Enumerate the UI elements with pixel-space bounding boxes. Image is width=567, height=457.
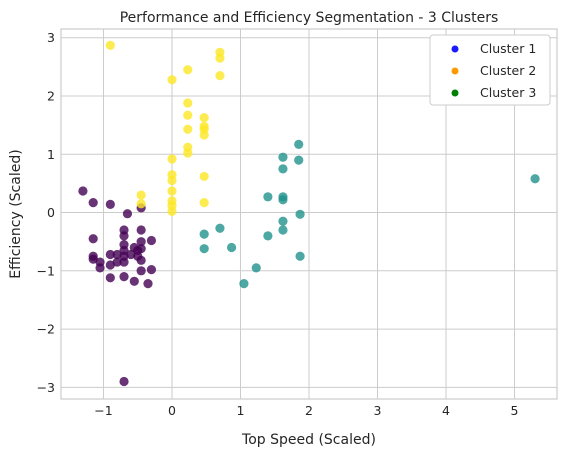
legend-label-cluster-3: Cluster 3 xyxy=(480,85,536,100)
data-point-series-1 xyxy=(136,237,146,247)
data-point-series-1 xyxy=(78,186,88,196)
legend-box xyxy=(429,34,551,106)
data-point-series-3 xyxy=(167,206,177,216)
data-point-series-1 xyxy=(136,255,146,265)
data-point-series-1 xyxy=(146,265,157,275)
data-point-series-3 xyxy=(215,53,225,63)
y-tick-label: 1 xyxy=(47,147,55,162)
x-tick-label: 5 xyxy=(511,403,519,418)
tick-labels: −1 0 1 2 3 4 5 −3 −2 −1 0 1 2 3 xyxy=(37,30,519,418)
data-point-series-1 xyxy=(105,273,115,283)
data-point-series-2 xyxy=(294,155,304,165)
x-tick-label: −1 xyxy=(94,403,112,418)
chart-title: Performance and Efficiency Segmentation … xyxy=(120,10,499,26)
data-point-series-2 xyxy=(199,229,209,239)
data-point-series-1 xyxy=(119,272,129,282)
data-point-series-1 xyxy=(119,257,129,267)
data-point-series-3 xyxy=(183,110,193,120)
y-axis-label: Efficiency (Scaled) xyxy=(8,149,24,278)
data-point-series-2 xyxy=(263,231,273,241)
data-point-series-3 xyxy=(167,154,177,164)
data-point-series-1 xyxy=(143,279,153,289)
y-tick-label: 2 xyxy=(47,89,55,104)
data-point-series-2 xyxy=(251,263,261,273)
legend-marker-cluster-3 xyxy=(451,89,459,97)
y-tick-label: −2 xyxy=(37,322,55,337)
data-point-series-2 xyxy=(278,152,288,162)
data-point-series-3 xyxy=(167,175,177,186)
data-point-series-3 xyxy=(105,40,115,50)
data-point-series-3 xyxy=(167,186,177,196)
data-point-series-1 xyxy=(95,263,105,273)
data-point-series-1 xyxy=(146,235,157,246)
data-point-series-3 xyxy=(183,148,193,158)
data-point-series-3 xyxy=(199,171,209,182)
data-point-series-1 xyxy=(88,198,98,208)
data-point-series-2 xyxy=(215,223,225,233)
data-point-series-3 xyxy=(199,130,209,140)
data-point-series-2 xyxy=(295,209,305,219)
data-point-series-1 xyxy=(119,376,129,387)
data-point-series-1 xyxy=(136,225,146,235)
plot-frame xyxy=(60,28,558,400)
data-point-series-1 xyxy=(136,266,146,276)
data-point-series-1 xyxy=(112,257,122,267)
data-point-series-3 xyxy=(199,198,209,208)
data-point-series-1 xyxy=(129,276,139,286)
y-tick-label: −1 xyxy=(37,263,55,278)
data-point-series-3 xyxy=(183,124,193,134)
data-point-series-3 xyxy=(199,112,209,123)
x-axis-label: Top Speed (Scaled) xyxy=(241,432,376,448)
data-point-series-2 xyxy=(278,216,288,226)
data-point-series-2 xyxy=(278,225,288,235)
data-point-series-2 xyxy=(530,174,540,184)
data-point-series-3 xyxy=(183,65,193,75)
legend-label-cluster-2: Cluster 2 xyxy=(480,63,536,78)
legend-marker-cluster-2 xyxy=(451,67,459,75)
x-tick-label: 0 xyxy=(168,403,176,418)
data-points xyxy=(78,40,540,387)
data-point-series-1 xyxy=(88,234,98,244)
data-point-series-3 xyxy=(167,75,177,85)
x-tick-label: 3 xyxy=(374,403,382,418)
data-point-series-1 xyxy=(105,199,115,209)
data-point-series-2 xyxy=(294,139,304,149)
data-point-series-3 xyxy=(215,71,225,81)
y-tick-label: 0 xyxy=(47,205,55,220)
y-tick-label: −3 xyxy=(37,380,55,395)
data-point-series-2 xyxy=(239,279,249,289)
x-tick-label: 1 xyxy=(237,403,245,418)
data-point-series-1 xyxy=(119,231,129,241)
data-point-series-2 xyxy=(295,251,305,261)
legend-marker-cluster-1 xyxy=(451,45,459,53)
data-point-series-2 xyxy=(278,164,288,174)
data-point-series-3 xyxy=(183,98,193,108)
y-tick-label: 3 xyxy=(47,30,55,45)
x-tick-label: 4 xyxy=(442,403,450,418)
legend-label-cluster-1: Cluster 1 xyxy=(480,41,536,56)
data-point-series-1 xyxy=(105,249,115,260)
x-tick-label: 2 xyxy=(305,403,313,418)
data-point-series-2 xyxy=(263,192,273,202)
data-point-series-2 xyxy=(278,195,288,205)
data-point-series-2 xyxy=(199,244,209,254)
data-point-series-3 xyxy=(136,190,146,200)
legend: Cluster 1 Cluster 2 Cluster 3 xyxy=(429,34,551,106)
data-point-series-1 xyxy=(136,244,146,254)
data-point-series-2 xyxy=(226,242,237,253)
data-point-series-1 xyxy=(122,209,133,219)
data-point-series-3 xyxy=(136,199,146,209)
